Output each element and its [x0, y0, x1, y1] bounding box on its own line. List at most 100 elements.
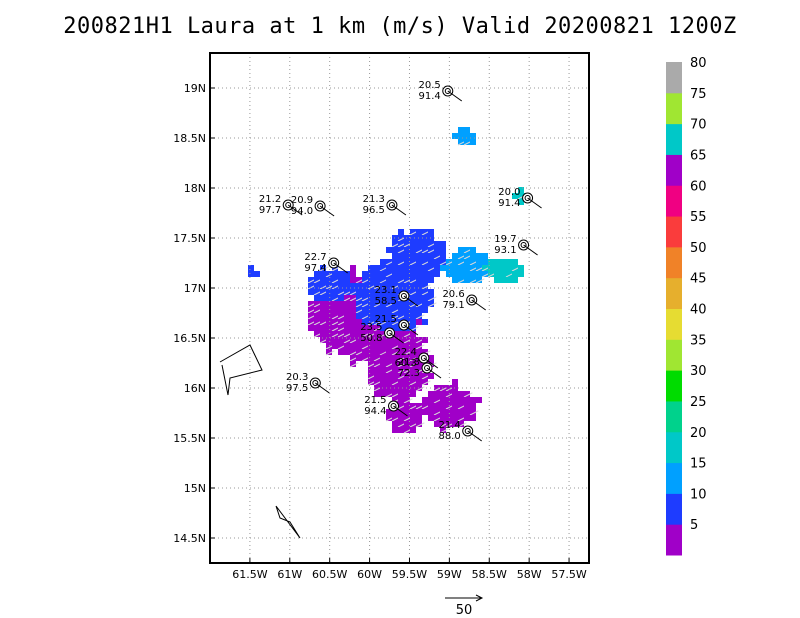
wind-cell: [410, 241, 416, 247]
colorbar-label: 25: [690, 395, 707, 410]
wind-cell: [374, 307, 380, 313]
wind-cell: [368, 331, 374, 337]
wind-cell: [470, 397, 476, 403]
x-axis-ticks: 61.5W 61W 60.5W 60W 59.5W 59W 58.5W 58W 57.5W: [232, 558, 587, 581]
wind-cell: [410, 229, 416, 235]
wind-cell: [500, 271, 506, 277]
x-tick-label: 58.5W: [472, 568, 507, 581]
wind-cell: [422, 307, 428, 313]
wind-cell: [458, 259, 464, 265]
x-tick-label: 61.5W: [232, 568, 267, 581]
wind-cell: [404, 343, 410, 349]
wind-cell: [368, 277, 374, 283]
wind-cell: [428, 361, 434, 367]
wind-cell: [374, 271, 380, 277]
wind-cell: [362, 277, 368, 283]
wind-cell: [404, 403, 410, 409]
wind-cell: [380, 337, 386, 343]
wind-cell: [458, 247, 464, 253]
wind-cell: [338, 301, 344, 307]
wind-cell: [410, 289, 416, 295]
wind-cell: [326, 343, 332, 349]
station-value-bottom: 50.8: [360, 333, 382, 344]
wind-cell: [380, 367, 386, 373]
station-value-top: 21.4: [438, 420, 460, 431]
colorbar-swatch: [666, 246, 682, 279]
station-marker-inner: [390, 403, 397, 409]
station-marker-inner: [386, 330, 393, 336]
wind-barb: [471, 299, 487, 311]
wind-cell: [404, 253, 410, 259]
wind-cell: [464, 259, 470, 265]
wind-cell: [410, 271, 416, 277]
wind-cell: [338, 331, 344, 337]
wind-cell: [464, 403, 470, 409]
wind-cell: [368, 325, 374, 331]
wind-cell: [356, 337, 362, 343]
wind-cell: [314, 307, 320, 313]
wind-cell: [368, 283, 374, 289]
wind-cell: [392, 343, 398, 349]
wind-cell: [422, 253, 428, 259]
wind-cell: [476, 277, 482, 283]
wind-cell: [398, 427, 404, 433]
wind-cell: [518, 199, 524, 205]
wind-cell: [398, 421, 404, 427]
wind-cell: [350, 319, 356, 325]
colorbar-label: 5: [690, 518, 698, 533]
wind-cell: [380, 349, 386, 355]
station-marker-inner: [520, 242, 527, 248]
wind-cell: [458, 127, 464, 133]
wind-cell: [374, 295, 380, 301]
wind-cell: [386, 349, 392, 355]
wind-cell: [410, 379, 416, 385]
wind-cell: [428, 391, 434, 397]
wind-cell: [380, 271, 386, 277]
wind-cell: [464, 277, 470, 283]
wind-cell: [392, 409, 398, 415]
wind-cell: [410, 391, 416, 397]
wind-cell: [374, 265, 380, 271]
wind-cell: [392, 289, 398, 295]
wind-cell: [428, 415, 434, 421]
wind-cell: [332, 271, 338, 277]
wind-cell: [410, 313, 416, 319]
station-value-top: 21.5: [364, 395, 386, 406]
station-value-top: 20.9: [291, 195, 313, 206]
colorbar-label: 55: [690, 210, 707, 225]
wind-cell: [368, 271, 374, 277]
wind-cell: [428, 301, 434, 307]
wind-cell: [392, 307, 398, 313]
wind-cell: [326, 325, 332, 331]
wind-cell: [422, 229, 428, 235]
wind-cell: [440, 253, 446, 259]
wind-cell: [368, 367, 374, 373]
wind-cell: [350, 313, 356, 319]
wind-cell: [332, 325, 338, 331]
wind-cell: [362, 319, 368, 325]
wind-cell: [392, 319, 398, 325]
wind-cell: [506, 277, 512, 283]
color-bar-legend: 5 10 15 20 25 30 35 40 45 50 55 60 65 70 75 80: [666, 56, 707, 556]
colorbar-label: 50: [690, 241, 707, 256]
wind-cell: [374, 283, 380, 289]
station-value-top: 21.5: [375, 314, 397, 325]
wind-cell: [470, 259, 476, 265]
wind-cell: [428, 271, 434, 277]
wind-cell: [458, 139, 464, 145]
station-value-bottom: 60.3: [395, 358, 417, 369]
wind-cell: [326, 319, 332, 325]
wind-cell: [392, 253, 398, 259]
wind-cell: [332, 283, 338, 289]
wind-cell: [416, 271, 422, 277]
wind-cell: [380, 331, 386, 337]
wind-cell: [374, 343, 380, 349]
x-tick-label: 58W: [517, 568, 542, 581]
wind-cell: [428, 253, 434, 259]
grid-lines: [210, 53, 589, 563]
wind-cell: [314, 277, 320, 283]
wind-barb: [391, 204, 407, 216]
wind-cell: [512, 271, 518, 277]
wind-cell: [398, 331, 404, 337]
wind-cell: [398, 259, 404, 265]
